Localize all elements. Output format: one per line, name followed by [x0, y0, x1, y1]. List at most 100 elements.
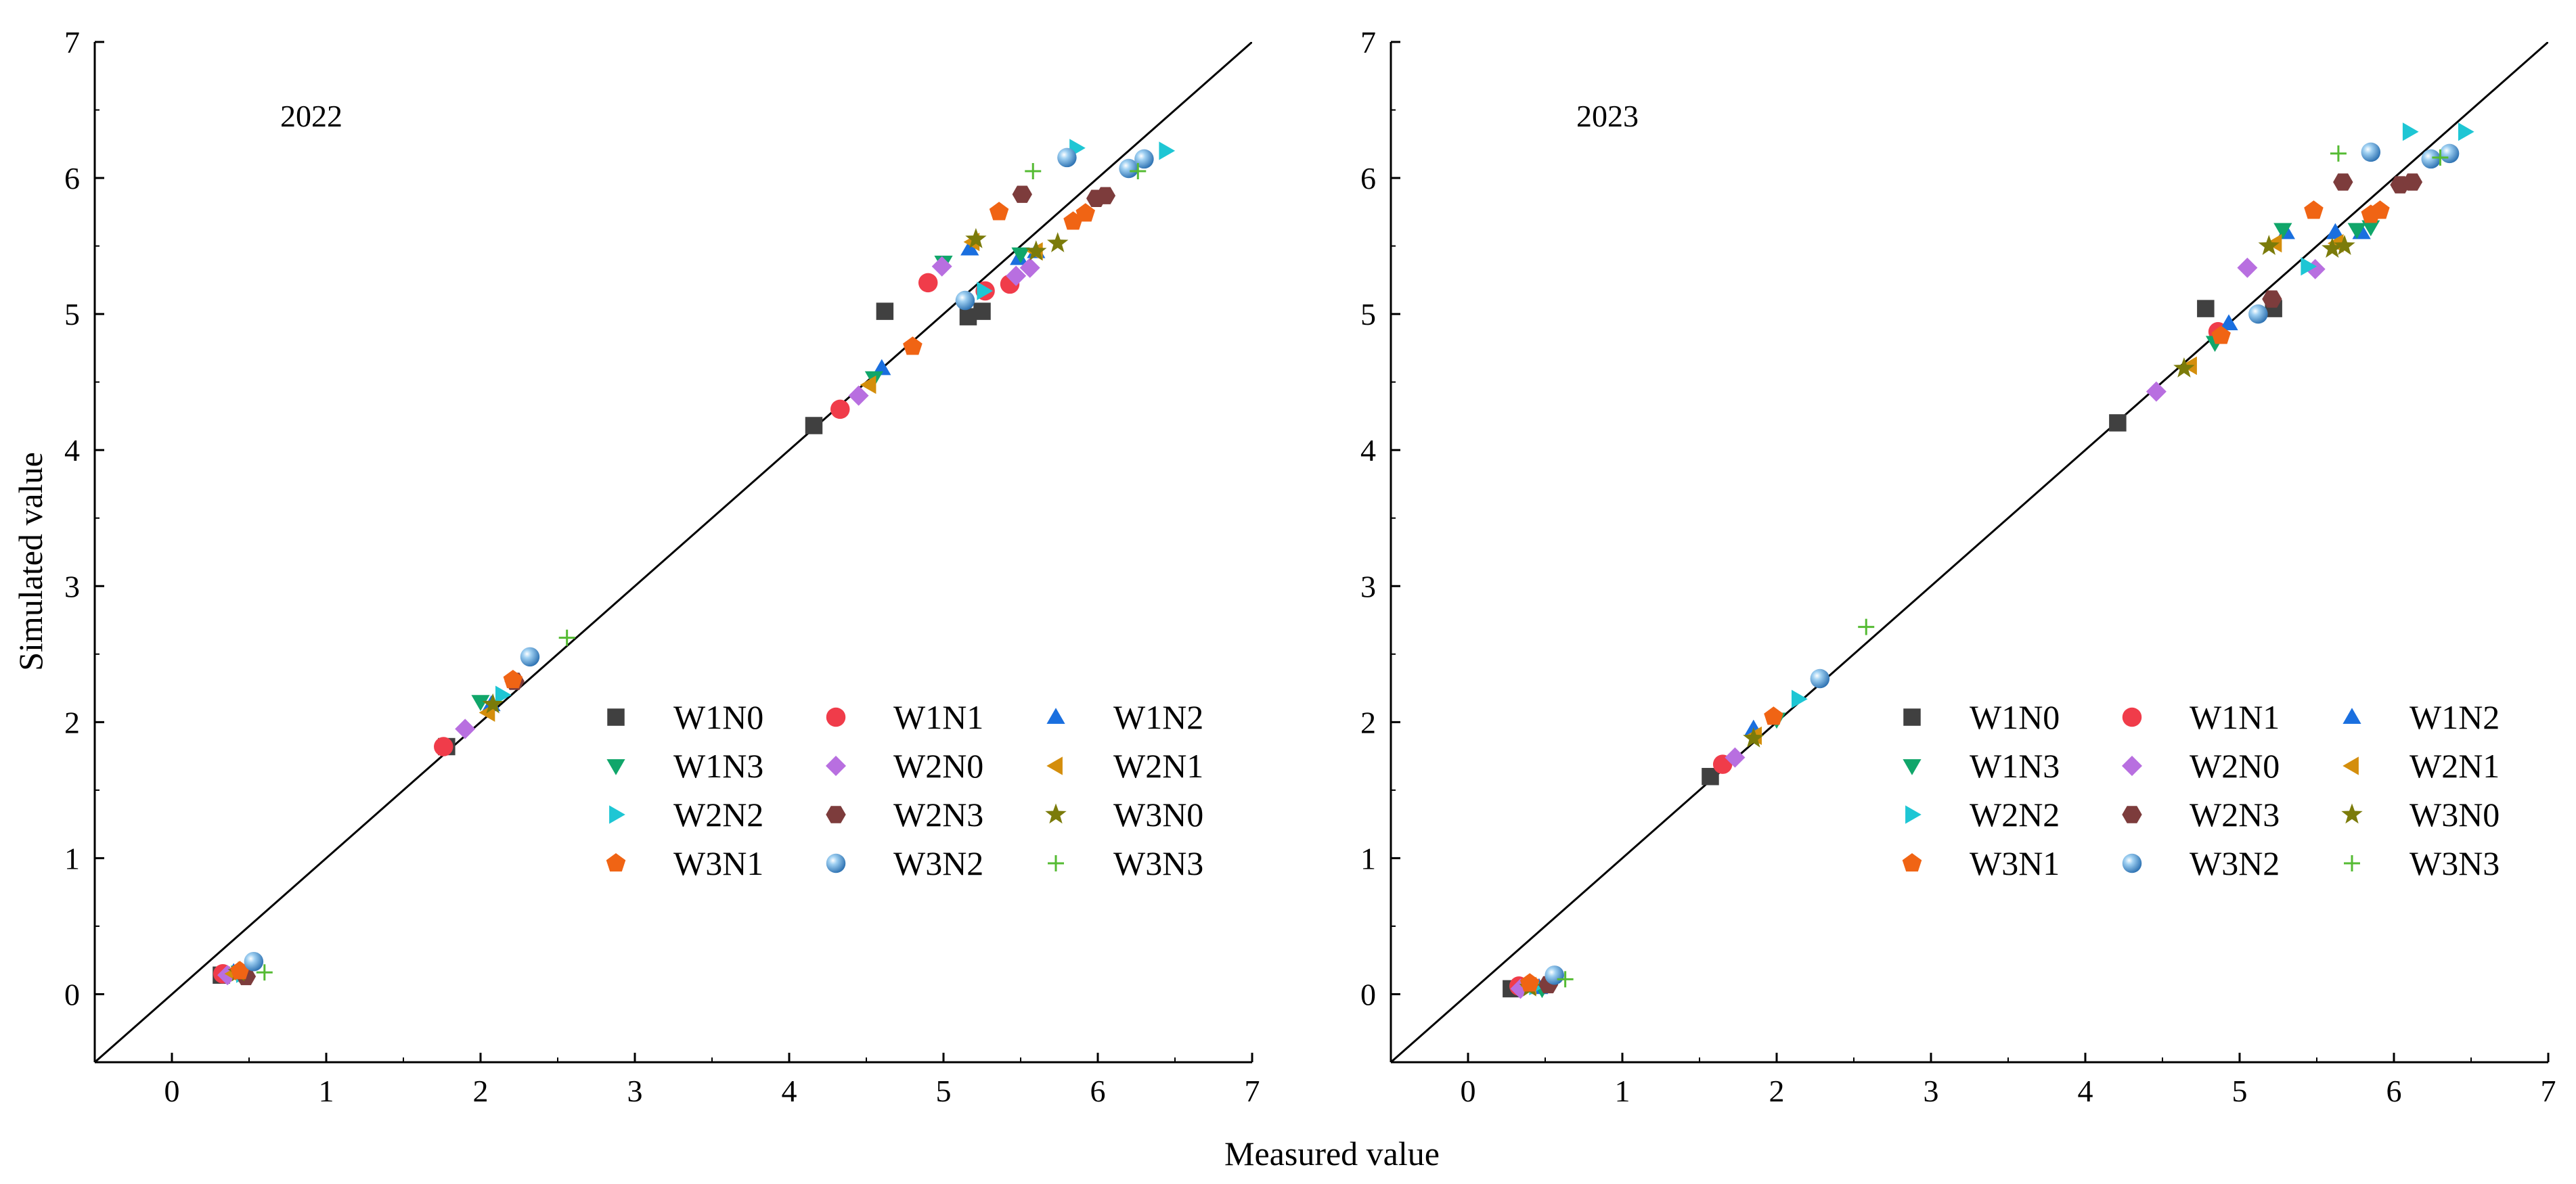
- data-point-w2n0: [931, 256, 952, 277]
- data-point-w2n3: [1012, 185, 1032, 203]
- legend-marker-w1n0: [607, 708, 625, 726]
- data-point-w3n1: [1764, 706, 1783, 725]
- y-tick-label: 1: [1360, 841, 1376, 875]
- x-tick-label: 3: [1924, 1074, 1939, 1108]
- y-tick-label: 7: [64, 25, 80, 60]
- data-point-w1n3: [1011, 247, 1030, 264]
- data-point-w3n2: [2439, 143, 2460, 164]
- data-point-w1n2: [872, 359, 891, 375]
- data-point-w3n3: [256, 964, 273, 981]
- legend-label: W2N3: [2190, 796, 2280, 834]
- legend-marker-w3n3: [1048, 855, 1064, 871]
- data-point-w2n0: [1019, 257, 1040, 278]
- y-axis-label: Simulated value: [12, 452, 49, 671]
- legend-marker-w1n3: [606, 759, 625, 775]
- x-tick-label: 7: [2541, 1074, 2556, 1108]
- x-tick-label: 0: [1461, 1074, 1476, 1108]
- chart-panel-2022: 0 1 2 3 4 5 6 7 0 1 2 3 4 5 6 7 2022 W1N0 W1N1 W1N2 W1N3 W2N0…: [64, 25, 1260, 1108]
- legend-label: W1N0: [1970, 698, 2060, 736]
- data-point-w3n1: [2211, 325, 2231, 344]
- legend-marker-w2n1: [2342, 756, 2359, 775]
- y-tick-label: 5: [64, 297, 80, 332]
- legend-label: W2N0: [893, 747, 983, 785]
- data-point-w3n0: [1025, 240, 1047, 260]
- data-point-w3n2: [1119, 158, 1138, 179]
- x-tick-label: 1: [1615, 1074, 1630, 1108]
- y-tick-label: 3: [1360, 569, 1376, 604]
- panel-year-label: 2023: [1576, 99, 1639, 133]
- data-point-w1n3: [471, 695, 490, 711]
- data-point-w3n1: [2304, 200, 2324, 219]
- legend-label: W3N0: [2410, 796, 2500, 834]
- one-to-one-line: [1391, 42, 2548, 1062]
- data-point-w1n0: [876, 302, 894, 320]
- data-point-w3n2: [244, 951, 264, 972]
- data-point-w3n1: [1519, 973, 1540, 992]
- y-tick-label: 6: [1360, 161, 1376, 196]
- x-tick-label: 1: [319, 1074, 334, 1108]
- y-tick-label: 0: [64, 977, 80, 1011]
- legend-label: W1N1: [893, 698, 983, 736]
- legend-marker-w1n2: [2342, 708, 2361, 724]
- x-tick-label: 2: [473, 1074, 489, 1108]
- y-tick-label: 7: [1360, 25, 1376, 60]
- x-tick-label: 4: [782, 1074, 797, 1108]
- data-point-w3n0: [482, 693, 504, 714]
- y-tick-label: 2: [64, 705, 80, 739]
- data-point-w3n3: [1858, 618, 1875, 635]
- data-point-w3n1: [989, 202, 1009, 221]
- data-point-w2n2: [495, 685, 512, 704]
- data-point-w3n1: [1075, 203, 1095, 222]
- data-point-w1n1: [434, 737, 453, 756]
- data-point-w2n3: [1095, 187, 1116, 204]
- y-tick-label: 2: [1360, 705, 1376, 739]
- data-point-w3n2: [1810, 668, 1830, 689]
- legend-marker-w3n1: [606, 853, 626, 872]
- data-point-w3n0: [2322, 237, 2343, 258]
- data-point-w3n0: [1047, 232, 1069, 252]
- data-point-w1n2: [2219, 314, 2238, 331]
- legend-label: W2N2: [673, 796, 763, 834]
- legend-label: W2N1: [2410, 747, 2500, 785]
- legend-marker-w2n3: [2122, 806, 2142, 823]
- data-point-w3n3: [2432, 149, 2449, 166]
- data-point-w3n2: [1545, 965, 1564, 985]
- data-point-w2n2: [977, 281, 993, 300]
- x-tick-label: 4: [2078, 1074, 2093, 1108]
- data-point-w3n2: [1057, 147, 1077, 168]
- legend-label: W3N1: [673, 844, 763, 882]
- legend: W1N0 W1N1 W1N2 W1N3 W2N0 W2N1 W2N2 W2N3 W3N0 W3N1…: [606, 698, 1203, 882]
- data-point-w1n1: [918, 273, 938, 293]
- data-point-w3n0: [965, 228, 987, 248]
- data-point-w1n1: [830, 399, 850, 419]
- legend-marker-w3n2: [826, 853, 846, 873]
- data-point-w2n2: [2301, 257, 2317, 276]
- data-point-w2n1: [860, 375, 876, 394]
- x-tick-label: 3: [627, 1074, 643, 1108]
- data-point-w2n2: [1792, 689, 1808, 708]
- data-point-w2n0: [2146, 381, 2167, 402]
- data-point-w2n2: [1159, 141, 1176, 160]
- legend-label: W2N3: [893, 796, 983, 834]
- legend-label: W2N1: [1113, 747, 1203, 785]
- data-point-w2n3: [2333, 173, 2353, 191]
- data-point-w1n3: [2273, 223, 2292, 240]
- one-to-one-line: [95, 42, 1252, 1062]
- data-point-w1n0: [2197, 300, 2215, 317]
- x-tick-label: 7: [1245, 1074, 1260, 1108]
- legend-marker-w3n0: [1045, 803, 1067, 824]
- legend-marker-w1n3: [1903, 759, 1922, 775]
- data-point-w3n0: [2334, 235, 2355, 255]
- data-point-w1n3: [2347, 223, 2366, 240]
- data-point-w3n3: [1557, 971, 1574, 988]
- y-tick-label: 1: [64, 841, 80, 875]
- legend-label: W2N2: [1970, 796, 2060, 834]
- data-point-w1n3: [2361, 220, 2380, 237]
- x-tick-label: 0: [164, 1074, 180, 1108]
- legend: W1N0 W1N1 W1N2 W1N3 W2N0 W2N1 W2N2 W2N3 W3N0 W3N1…: [1902, 698, 2500, 882]
- legend-label: W3N2: [2190, 844, 2280, 882]
- data-point-w3n0: [2173, 357, 2195, 378]
- y-tick-label: 5: [1360, 297, 1376, 332]
- legend-marker-w2n2: [609, 805, 625, 824]
